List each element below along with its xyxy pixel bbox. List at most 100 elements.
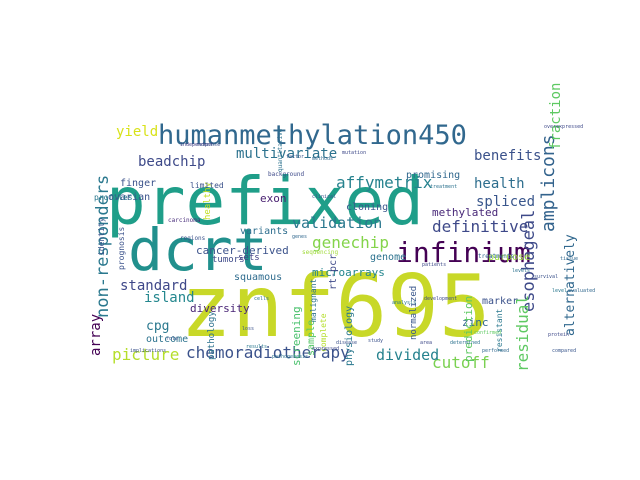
word-complete: complete [319, 313, 328, 352]
word-levels: levels [512, 268, 530, 274]
word-treatment: treatment [430, 184, 457, 190]
word-analysis: analysis [392, 300, 416, 306]
word-clinical: clinical [312, 194, 336, 200]
word-malignant: malignant [309, 278, 318, 322]
word-carcinoma: carcinoma [168, 217, 201, 224]
word-confirmed: confirmed [474, 330, 501, 336]
word-cutoff: cutoff [432, 353, 490, 372]
word-patients: patients [422, 262, 446, 268]
word-genechip: genechip [312, 233, 389, 252]
word-disease: disease [336, 340, 357, 346]
word-fraction: fraction [548, 83, 564, 150]
word-amplicons: amplicons [538, 134, 559, 232]
word-microarrays: microarrays [312, 266, 385, 279]
word-genes: genes [292, 234, 307, 240]
word-marker: marker [482, 296, 518, 307]
word-promising: promising [406, 170, 460, 181]
word-benefits: benefits [474, 148, 541, 164]
word-compared: compared [552, 348, 576, 354]
word-implications: implications [130, 348, 166, 354]
word-limited: limited [190, 181, 224, 190]
word-humanmethylation450: humanmethylation450 [158, 120, 467, 151]
word-cpg: cpg [146, 319, 169, 334]
word-identity: identity [97, 217, 106, 256]
word-performed: performed [482, 348, 509, 354]
word-cancer-derived: cancer-derived [196, 244, 289, 257]
word-squamous: squamous [234, 272, 282, 283]
word-non-responders: non-responders [93, 175, 113, 318]
word-exon: exon [260, 192, 287, 205]
word-response: response [196, 142, 220, 148]
word-picture: picture [112, 345, 179, 364]
word-island: island [144, 290, 195, 306]
word-beadchip: beadchip [138, 154, 205, 170]
word-methods: methods [312, 156, 333, 162]
word-tumors: tumors [212, 255, 245, 265]
word-esophageal: esophageal [519, 210, 539, 312]
word-loss: loss [242, 326, 254, 332]
word-development: development [424, 296, 457, 302]
word-resistant: resistant [495, 308, 504, 352]
word-prefixed: prefixed [106, 163, 424, 240]
word-prognosis: prognosis [117, 226, 126, 270]
word-definitive: definitive [432, 217, 528, 236]
word-area: area [420, 340, 432, 346]
word-determined: determined [450, 340, 480, 346]
word-zinc: zinc [462, 316, 489, 329]
word-residual: residual [513, 295, 532, 372]
word-regions: regions [180, 235, 206, 242]
word-prediction: prediction [462, 296, 475, 362]
word-sample: sample [306, 320, 317, 356]
word-level: level [552, 288, 567, 294]
word-health: health [474, 176, 525, 192]
word-alternatively: alternatively [563, 234, 578, 336]
word-ovarian: ovarian [108, 192, 150, 203]
word-mutation: mutation [342, 150, 366, 156]
word-znf695: znf695 [180, 257, 491, 357]
word-finger: finger [120, 178, 156, 189]
word-divided: divided [376, 346, 439, 364]
word-standard: standard [120, 278, 187, 294]
word-survival: survival [534, 274, 558, 280]
word-normalized: normalized [409, 286, 419, 340]
word-affymetrix: affymetrix [336, 173, 433, 192]
word-pathogenesis: pathogenesis [272, 354, 308, 360]
word-validation: validation [292, 214, 382, 232]
word-chemoradiotherapy: chemoradiotherapy [186, 343, 350, 362]
word-sets: sets [238, 253, 260, 263]
word-study: study [368, 338, 383, 344]
word-outcome: outcome [146, 334, 188, 345]
word-purpose: purpose [488, 252, 530, 263]
word-protein: protein [548, 332, 569, 338]
word-cells: cells [254, 296, 269, 302]
word-factor: factor [286, 154, 304, 160]
word-expressed: expressed [312, 346, 339, 352]
word-physiology: physiology [344, 306, 355, 366]
word-methylated: methylated [432, 206, 498, 219]
word-rt-pcr: rt-pcr [328, 254, 339, 290]
word-yield: yield [116, 124, 158, 140]
word-infinium: infinium [396, 236, 531, 269]
word-quantitative: quantitative [277, 128, 284, 172]
word-tissue: tissue [560, 256, 578, 262]
word-profiles: profiles [94, 193, 133, 202]
word-genome: genome [370, 252, 406, 263]
word-treatments: treatments [478, 253, 515, 260]
word-healthy: healthy [203, 181, 213, 220]
word-spliced: spliced [476, 194, 535, 210]
word-variants: variants [240, 226, 288, 237]
word-screening: screening [290, 306, 303, 366]
word-role: role [166, 336, 178, 342]
word-array: array [88, 314, 104, 356]
word-dcrt: dcrt [128, 216, 268, 284]
word-evaluated: evaluated [568, 288, 595, 294]
word-diversity: diversity [190, 302, 250, 315]
word-background: background [268, 171, 305, 178]
word-results: results [246, 344, 267, 350]
word-multivariate: multivariate [236, 146, 337, 162]
word-pathology: pathology [207, 311, 217, 360]
word-overexpressed: overexpressed [544, 124, 583, 130]
word-independent: independent [180, 142, 213, 148]
word-cloning: cloning [346, 202, 388, 213]
